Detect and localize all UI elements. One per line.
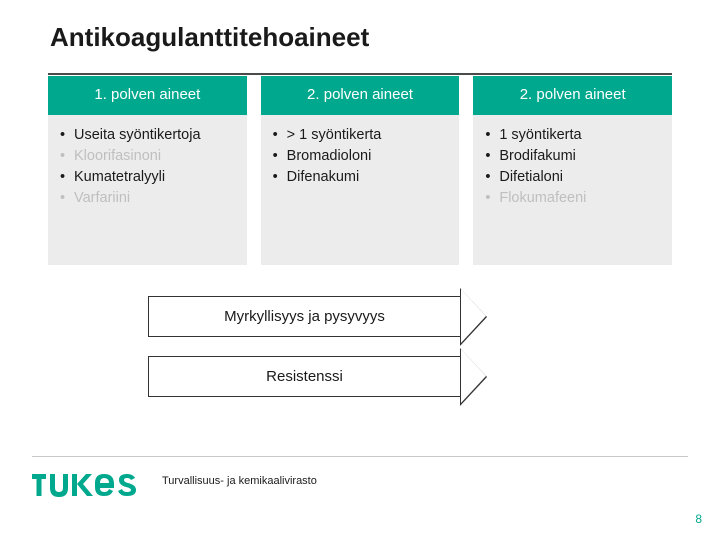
- list-item: •Kloorifasinoni: [60, 146, 235, 167]
- arrow-toxicity: Myrkyllisyys ja pysyvyys: [148, 296, 460, 337]
- bullet-icon: •: [60, 125, 74, 146]
- column-1-body: •Useita syöntikertoja•Kloorifasinoni•Kum…: [48, 115, 247, 265]
- column-1-header: 1. polven aineet: [48, 76, 247, 115]
- arrow-1-wrap: Myrkyllisyys ja pysyvyys: [148, 296, 460, 337]
- list-item-text: Kloorifasinoni: [74, 146, 235, 167]
- bullet-icon: •: [60, 188, 74, 209]
- column-3-header: 2. polven aineet: [473, 76, 672, 115]
- list-item-text: Brodifakumi: [499, 146, 660, 167]
- list-item-text: Flokumafeeni: [499, 188, 660, 209]
- list-item-text: Kumatetralyyli: [74, 167, 235, 188]
- bullet-icon: •: [485, 188, 499, 209]
- slide-title: Antikoagulanttitehoaineet: [50, 22, 369, 53]
- column-3-body: •1 syöntikerta•Brodifakumi•Difetialoni•F…: [473, 115, 672, 265]
- list-item-text: Difenakumi: [287, 167, 448, 188]
- column-2-header: 2. polven aineet: [261, 76, 460, 115]
- list-item-text: > 1 syöntikerta: [287, 125, 448, 146]
- list-item: •Flokumafeeni: [485, 188, 660, 209]
- list-item-text: 1 syöntikerta: [499, 125, 660, 146]
- bullet-icon: •: [273, 125, 287, 146]
- bullet-icon: •: [273, 146, 287, 167]
- list-item: •Varfariini: [60, 188, 235, 209]
- list-item: •Useita syöntikertoja: [60, 125, 235, 146]
- list-item: •1 syöntikerta: [485, 125, 660, 146]
- column-1: 1. polven aineet •Useita syöntikertoja•K…: [48, 76, 247, 265]
- column-2-body: •> 1 syöntikerta•Bromadioloni•Difenakumi: [261, 115, 460, 265]
- list-item: •> 1 syöntikerta: [273, 125, 448, 146]
- tukes-logo: [32, 468, 142, 507]
- column-2: 2. polven aineet •> 1 syöntikerta•Bromad…: [261, 76, 460, 265]
- bullet-icon: •: [485, 167, 499, 188]
- bullet-icon: •: [273, 167, 287, 188]
- list-item: •Kumatetralyyli: [60, 167, 235, 188]
- list-item-text: Varfariini: [74, 188, 235, 209]
- bullet-icon: •: [60, 167, 74, 188]
- arrow-1-label: Myrkyllisyys ja pysyvyys: [224, 308, 385, 325]
- list-item-text: Difetialoni: [499, 167, 660, 188]
- list-item-text: Useita syöntikertoja: [74, 125, 235, 146]
- bullet-icon: •: [485, 125, 499, 146]
- list-item: •Brodifakumi: [485, 146, 660, 167]
- page-number: 8: [695, 512, 702, 526]
- bullet-icon: •: [60, 146, 74, 167]
- footer-rule: [32, 456, 688, 457]
- arrow-2-label: Resistenssi: [266, 368, 343, 385]
- list-item: •Difenakumi: [273, 167, 448, 188]
- title-rule: [48, 73, 672, 75]
- arrow-2-wrap: Resistenssi: [148, 356, 460, 397]
- bullet-icon: •: [485, 146, 499, 167]
- column-3: 2. polven aineet •1 syöntikerta•Brodifak…: [473, 76, 672, 265]
- arrow-resistance: Resistenssi: [148, 356, 460, 397]
- footer-caption: Turvallisuus- ja kemikaalivirasto: [162, 475, 317, 487]
- columns-container: 1. polven aineet •Useita syöntikertoja•K…: [48, 76, 672, 265]
- list-item-text: Bromadioloni: [287, 146, 448, 167]
- list-item: •Bromadioloni: [273, 146, 448, 167]
- list-item: •Difetialoni: [485, 167, 660, 188]
